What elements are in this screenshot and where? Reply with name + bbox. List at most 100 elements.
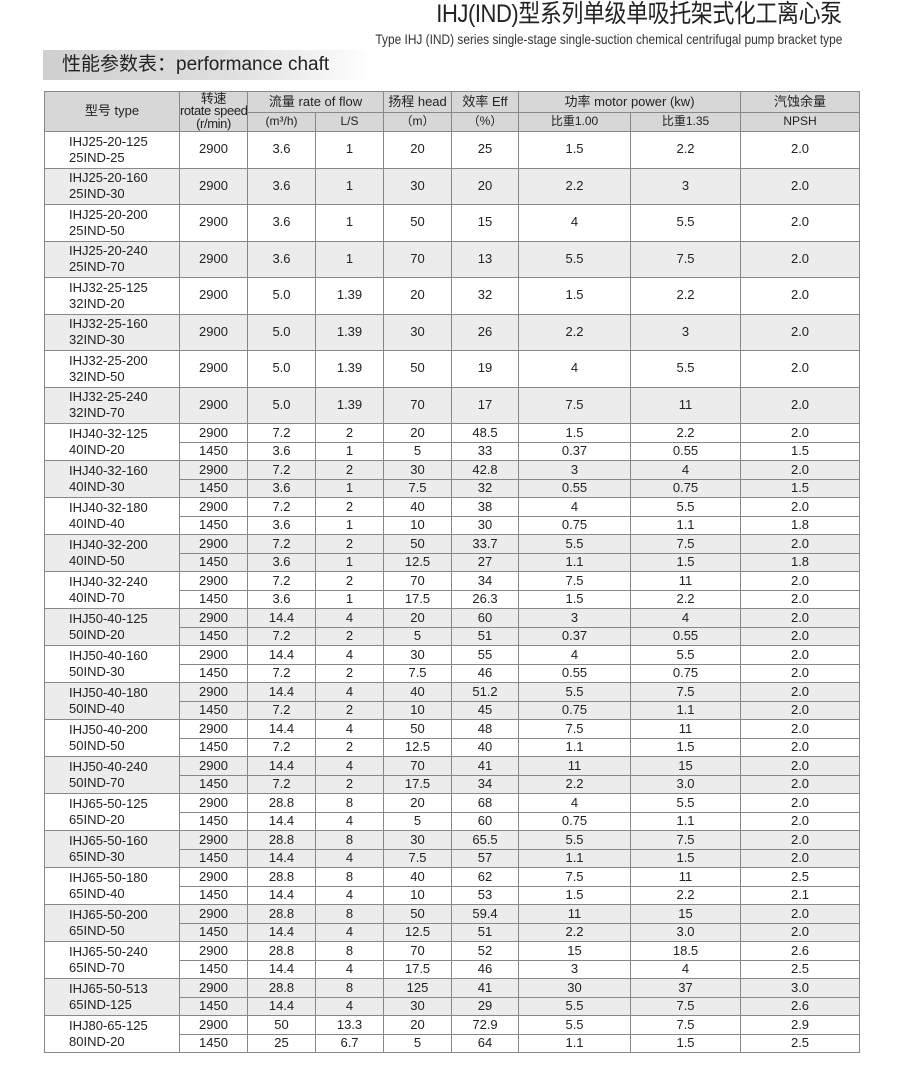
cell-power-100: 0.75 xyxy=(518,811,632,831)
cell-power-135: 3.0 xyxy=(630,922,742,942)
cell-flow-ls: 4 xyxy=(314,885,385,905)
model-ind: 65IND-125 xyxy=(69,997,132,1012)
cell-eff: 15 xyxy=(451,204,520,242)
cell-flow-m3h: 14.4 xyxy=(247,885,316,905)
cell-speed: 1450 xyxy=(179,663,248,683)
cell-eff: 41 xyxy=(451,756,520,776)
cell-eff: 34 xyxy=(451,774,520,794)
col-header-flow: 流量 rate of flow xyxy=(246,91,385,113)
table-row: IHJ65-50-180 65IND-40 2900 28.8 8 40 62 7.5 11 2.… xyxy=(44,867,861,905)
cell-power-100: 1.5 xyxy=(518,589,632,609)
col-header-flow-m3h: (m³/h) xyxy=(247,112,316,132)
cell-npsh: 2.0 xyxy=(740,774,861,794)
cell-power-135: 1.1 xyxy=(630,700,742,720)
cell-eff: 32 xyxy=(451,478,520,498)
table-row: IHJ65-50-160 65IND-30 2900 28.8 8 30 65.5 5.5 7.… xyxy=(44,830,861,868)
model-ihj: IHJ50-40-160 xyxy=(69,648,148,663)
cell-npsh: 2.0 xyxy=(740,904,861,924)
cell-npsh: 2.0 xyxy=(740,589,861,609)
cell-npsh: 2.0 xyxy=(740,204,861,242)
cell-power-135: 7.5 xyxy=(630,1015,742,1035)
model-ind: 40IND-50 xyxy=(69,553,125,568)
cell-power-100: 4 xyxy=(518,645,632,665)
cell-power-135: 11 xyxy=(630,386,742,424)
table-row: IHJ32-25-240 32IND-70 2900 5.0 1.39 70 17 7.5 11… xyxy=(44,386,861,424)
cell-head: 20 xyxy=(383,1015,453,1035)
cell-speed: 2900 xyxy=(179,167,248,205)
cell-flow-ls: 1 xyxy=(314,478,385,498)
cell-power-100: 7.5 xyxy=(518,386,632,424)
table-row: 1450 25 6.7 5 64 1.1 1.5 2.5 xyxy=(45,1033,861,1053)
cell-eff: 27 xyxy=(451,552,520,572)
cell-power-100: 1.5 xyxy=(518,885,632,905)
cell-power-135: 5.5 xyxy=(630,645,742,665)
model-ihj: IHJ50-40-200 xyxy=(69,722,148,737)
model-ihj: IHJ65-50-125 xyxy=(69,796,148,811)
cell-flow-ls: 4 xyxy=(314,848,385,868)
table-row: IHJ25-20-200 25IND-50 2900 3.6 1 50 15 4 5.5 2.0 xyxy=(44,204,861,242)
model-ihj: IHJ40-32-240 xyxy=(69,574,148,589)
model-ind: 25IND-30 xyxy=(69,186,125,202)
cell-flow-m3h: 14.4 xyxy=(247,959,316,979)
cell-power-135: 4 xyxy=(630,608,742,628)
table-row: 1450 3.6 1 5 33 0.37 0.55 1.5 xyxy=(45,441,861,461)
cell-power-135: 7.5 xyxy=(630,682,742,702)
model-ihj: IHJ40-32-180 xyxy=(69,500,148,515)
cell-head: 12.5 xyxy=(383,922,453,942)
model-ind: 40IND-70 xyxy=(69,590,125,605)
cell-power-135: 3.0 xyxy=(630,774,742,794)
cell-npsh: 2.0 xyxy=(740,608,861,628)
cell-power-135: 4 xyxy=(630,959,742,979)
cell-npsh: 1.5 xyxy=(740,478,861,498)
cell-power-135: 3 xyxy=(630,167,742,205)
cell-flow-m3h: 7.2 xyxy=(247,534,316,554)
col-header-type: 型号 type xyxy=(44,91,180,132)
cell-flow-m3h: 28.8 xyxy=(247,978,316,998)
model-ind: 65IND-50 xyxy=(69,923,125,938)
cell-power-135: 15 xyxy=(630,904,742,924)
cell-flow-m3h: 3.6 xyxy=(247,515,316,535)
cell-flow-m3h: 3.6 xyxy=(247,204,316,242)
cell-head: 40 xyxy=(383,497,453,517)
cell-eff: 38 xyxy=(451,497,520,517)
cell-head: 10 xyxy=(383,885,453,905)
cell-npsh: 2.0 xyxy=(740,313,861,351)
cell-power-100: 5.5 xyxy=(518,682,632,702)
cell-power-100: 5.5 xyxy=(518,1015,632,1035)
cell-flow-m3h: 28.8 xyxy=(247,867,316,887)
cell-head: 5 xyxy=(383,626,453,646)
cell-flow-m3h: 3.6 xyxy=(247,441,316,461)
cell-head: 5 xyxy=(383,1033,453,1053)
cell-flow-m3h: 50 xyxy=(247,1015,316,1035)
cell-power-135: 5.5 xyxy=(630,497,742,517)
cell-npsh: 2.0 xyxy=(740,737,861,757)
table-row: 1450 3.6 1 7.5 32 0.55 0.75 1.5 xyxy=(45,478,861,498)
table-row: IHJ40-32-180 40IND-40 2900 7.2 2 40 38 4 5.5 2.0 xyxy=(44,497,861,535)
model-ind: 32IND-70 xyxy=(69,405,125,421)
cell-power-100: 7.5 xyxy=(518,571,632,591)
page-title-en: Type IHJ (IND) series single-stage singl… xyxy=(375,31,842,47)
cell-head: 30 xyxy=(383,313,453,351)
cell-speed: 2900 xyxy=(179,867,248,887)
cell-power-135: 0.75 xyxy=(630,478,742,498)
cell-speed: 2900 xyxy=(179,756,248,776)
cell-npsh: 2.0 xyxy=(740,682,861,702)
cell-head: 50 xyxy=(383,350,453,388)
cell-power-100: 2.2 xyxy=(518,922,632,942)
cell-power-135: 0.55 xyxy=(630,441,742,461)
cell-power-135: 1.1 xyxy=(630,811,742,831)
model-ihj: IHJ25-20-200 xyxy=(69,206,148,222)
cell-power-100: 1.5 xyxy=(518,277,632,315)
cell-flow-m3h: 7.2 xyxy=(247,571,316,591)
cell-flow-ls: 2 xyxy=(314,774,385,794)
cell-npsh: 2.1 xyxy=(740,885,861,905)
cell-flow-ls: 8 xyxy=(314,793,385,813)
model-ind: 65IND-30 xyxy=(69,849,125,864)
model-ind: 25IND-50 xyxy=(69,222,125,238)
table-row: IHJ50-40-160 50IND-30 2900 14.4 4 30 55 4 5.5 2.0 xyxy=(44,645,861,683)
table-row: 1450 7.2 2 7.5 46 0.55 0.75 2.0 xyxy=(45,663,861,683)
cell-power-135: 2.2 xyxy=(630,589,742,609)
cell-flow-m3h: 7.2 xyxy=(247,626,316,646)
cell-npsh: 2.0 xyxy=(740,350,861,388)
col-header-eff-unit: （%） xyxy=(451,112,520,132)
